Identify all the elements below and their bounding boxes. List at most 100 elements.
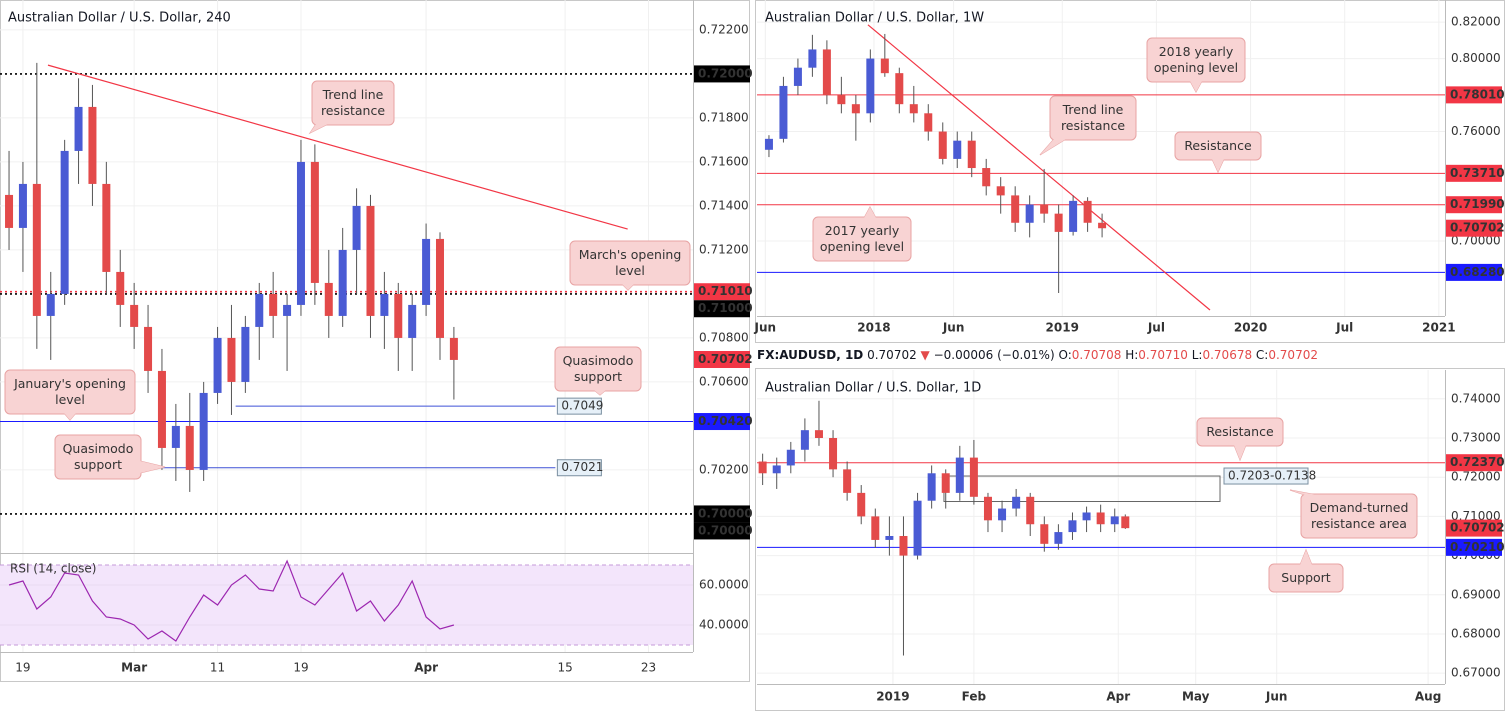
y-tick-label: 0.71200 <box>699 242 749 256</box>
candle-body <box>171 425 180 448</box>
chart-title: Australian Dollar / U.S. Dollar, 240 <box>8 11 231 26</box>
change-arrow: ▼ <box>921 348 931 362</box>
callout-line: opening level <box>1154 60 1238 75</box>
candle-body <box>213 337 222 393</box>
candle-body <box>851 104 860 114</box>
y-tick-label: 0.70600 <box>699 374 749 388</box>
x-tick-label: Jun <box>754 321 777 335</box>
price-label: 0.71000 <box>698 301 753 315</box>
callout-pointer-cover <box>1234 445 1246 460</box>
y-tick-label: 0.70800 <box>699 330 749 344</box>
x-tick-label: Jul <box>1335 321 1353 335</box>
candle-body <box>1025 204 1034 223</box>
y-tick-label: 0.71400 <box>699 198 749 212</box>
callout-pointer-cover <box>1212 159 1224 172</box>
callout-text: Resistance <box>1184 138 1252 153</box>
candle-body <box>822 49 831 96</box>
candle-body <box>895 73 904 105</box>
callout-line: Resistance <box>1206 424 1274 439</box>
candle-body <box>1054 213 1063 232</box>
y-tick-label: 0.71000 <box>1451 509 1501 523</box>
callout-line: March's opening <box>579 247 682 262</box>
price-label: 0.71010 <box>698 284 753 298</box>
candle-body <box>814 430 823 439</box>
callout-line: Quasimodo <box>63 441 134 456</box>
candle-body <box>909 104 918 114</box>
price-label: 0.70702 <box>698 352 753 366</box>
rsi-band <box>0 565 693 645</box>
rsi-line <box>8 559 455 642</box>
candle-body <box>758 461 767 474</box>
candle-body <box>1083 200 1092 223</box>
price-label-box <box>1446 196 1502 214</box>
candle-body <box>5 194 14 228</box>
x-tick-label: 2021 <box>1422 321 1455 335</box>
candle-body <box>185 425 194 470</box>
chart-title: Australian Dollar / U.S. Dollar, 1D <box>765 381 981 396</box>
price-label: 0.70702 <box>1450 221 1505 235</box>
callout-text: Trend line resistance <box>321 87 385 118</box>
callout-text: Quasimodo support <box>63 441 134 472</box>
price-label-box <box>1446 164 1502 182</box>
y-tick-label: 0.82000 <box>1451 15 1501 29</box>
callout-pointer-cover <box>1040 139 1066 155</box>
candle-body <box>955 457 964 493</box>
callout-pointer-cover <box>64 413 76 420</box>
callout-line: 2017 yearly <box>825 223 900 238</box>
ohlc-key: C: <box>1256 348 1268 362</box>
callout-text: Support <box>1281 570 1331 585</box>
panel-frame <box>755 0 1505 343</box>
callout-line: opening level <box>820 239 904 254</box>
callout-text: Quasimodo support <box>563 353 634 384</box>
candle-body <box>913 500 922 556</box>
callout-text: Trend line resistance <box>1061 102 1125 133</box>
price-label-box <box>1446 454 1502 472</box>
price-label: 0.70000 <box>698 506 753 520</box>
callout-line: level <box>55 392 85 407</box>
candle-body <box>779 85 788 139</box>
rsi-tick-label: 40.0000 <box>699 618 749 632</box>
candle-body <box>352 205 361 250</box>
callout-pointer-cover <box>310 124 328 133</box>
ohlc-key: L: <box>1192 348 1203 362</box>
candle-body <box>924 113 933 132</box>
x-tick-label: May <box>1182 690 1210 704</box>
candle-body <box>1110 516 1119 525</box>
y-tick-label: 0.70200 <box>699 462 749 476</box>
callout-text: Resistance <box>1206 424 1274 439</box>
callout-text: Demand-turned resistance area <box>1310 500 1409 531</box>
candle-body <box>227 337 236 382</box>
price-label: 0.73710 <box>1450 166 1505 180</box>
price-label: 0.70000 <box>698 523 753 537</box>
price-label-box <box>1446 538 1502 556</box>
callout-text: January's opening level <box>13 376 126 407</box>
price-label-box <box>1446 519 1502 537</box>
candle-body <box>338 249 347 316</box>
candle-body <box>967 140 976 169</box>
candle-body <box>144 326 153 371</box>
callout-line: January's opening <box>13 376 126 391</box>
candle-body <box>800 430 809 450</box>
candle-body <box>772 465 781 474</box>
price-label-box <box>694 350 750 368</box>
callout-box <box>812 216 912 262</box>
candle-body <box>32 183 41 316</box>
x-tick-label: Feb <box>962 690 987 704</box>
x-tick-label: Jun <box>1265 690 1288 704</box>
price-label-box <box>694 413 750 431</box>
x-tick-label: 19 <box>293 661 308 675</box>
price-label-box <box>694 505 750 523</box>
y-tick-label: 0.72000 <box>1451 470 1501 484</box>
change: −0.00006 (−0.01%) <box>934 348 1055 362</box>
callout-line: Trend line <box>322 87 384 102</box>
callout-line: support <box>74 457 122 472</box>
candle-body <box>808 49 817 68</box>
x-tick-label: 23 <box>641 661 656 675</box>
panel-frame <box>0 0 750 682</box>
candle-body <box>1011 195 1020 223</box>
candle-body <box>982 168 991 187</box>
candle-body <box>953 140 962 159</box>
candle-body <box>998 508 1007 521</box>
callout-text: 2018 yearly opening level <box>1154 44 1238 75</box>
callout-pointer-cover <box>622 284 634 290</box>
